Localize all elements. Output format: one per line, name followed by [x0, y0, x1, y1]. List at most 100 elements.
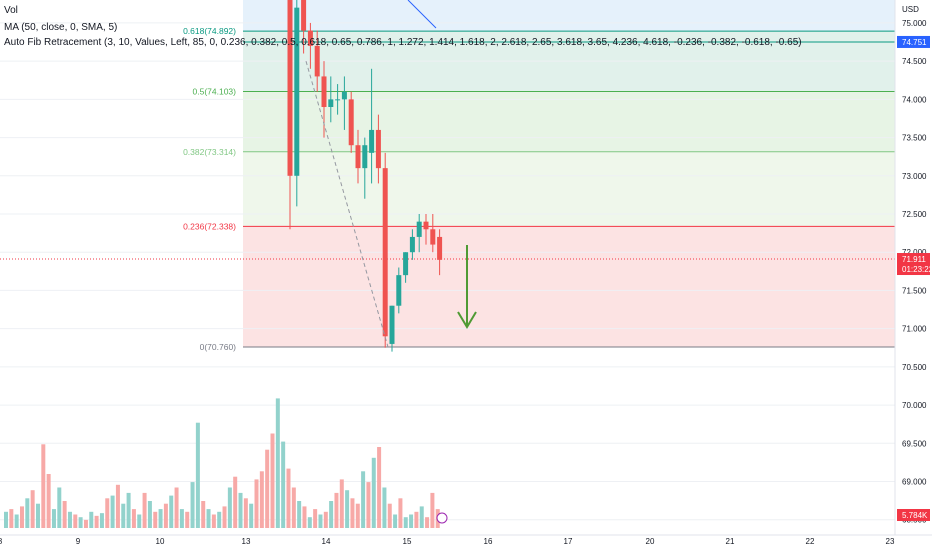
price-axis: USD 75.000 74.500 74.000 73.500 73.000 72.500 7…	[894, 0, 932, 535]
candle-body	[403, 252, 409, 276]
price-tick: 69.000	[902, 478, 927, 487]
volume-bar	[217, 511, 222, 528]
volume-bar	[179, 509, 184, 528]
legend-ma[interactable]: MA (50, close, 0, SMA, 5)	[4, 22, 118, 33]
price-tick: 69.500	[902, 439, 927, 448]
volume-bar	[99, 513, 104, 528]
zigzag-line	[305, 61, 389, 348]
volume-bar	[94, 515, 99, 528]
volume-bar	[414, 511, 419, 528]
volume-bar	[83, 519, 88, 528]
candle-body	[409, 236, 415, 253]
volume-bar	[265, 449, 270, 528]
arrow-head	[457, 311, 477, 329]
fib-band	[243, 151, 895, 227]
price-tick: 73.000	[902, 172, 927, 181]
volume-bar	[46, 474, 51, 528]
volume-bar	[19, 506, 24, 528]
volume-bar	[318, 514, 323, 528]
volume-bar	[307, 517, 312, 528]
volume-bar	[393, 514, 398, 528]
price-tick: 72.000	[902, 248, 927, 257]
volume-bar	[313, 509, 318, 528]
time-tick: 8	[0, 537, 3, 546]
volume-bar	[371, 457, 376, 528]
candle-body	[341, 91, 347, 100]
volume-bar	[339, 479, 344, 528]
volume-bar	[9, 509, 14, 528]
time-tick: 15	[403, 537, 412, 546]
volume-bar	[249, 503, 254, 528]
candle-body	[294, 7, 300, 176]
last-price-value: 71.911	[902, 255, 926, 264]
candle-body	[396, 275, 402, 306]
volume-bar	[142, 492, 147, 528]
volume-bar	[30, 490, 35, 528]
legend-fib[interactable]: Auto Fib Retracement (3, 10, Values, Lef…	[4, 37, 802, 48]
volume-bar	[89, 511, 94, 528]
volume-bar	[361, 471, 366, 528]
volume-bar	[4, 511, 8, 528]
candle-body	[362, 145, 368, 169]
fib-band-top	[243, 0, 895, 32]
fib-label: 0.618(74.892)	[183, 26, 236, 36]
volume-bar	[398, 498, 403, 528]
volume-bar	[163, 503, 168, 528]
volume-bar	[78, 517, 83, 528]
candle-body	[328, 99, 334, 107]
volume-bar	[211, 514, 216, 528]
volume-bar	[190, 482, 195, 528]
time-tick: 9	[76, 537, 81, 546]
price-tick: 71.500	[902, 286, 927, 295]
trend-line	[407, 0, 437, 29]
volume-bar	[275, 398, 280, 528]
lightning-icon	[436, 512, 448, 524]
time-tick: 22	[806, 537, 815, 546]
volume-bar	[169, 495, 174, 528]
volume-bar	[222, 506, 227, 528]
volume-badge	[897, 509, 930, 521]
volume-bar	[137, 514, 142, 528]
fib-band	[243, 226, 895, 347]
candle-body	[382, 168, 388, 337]
volume-bar	[233, 476, 238, 528]
fib-label: 0.5(74.103)	[193, 86, 237, 96]
volume-bar	[238, 492, 243, 528]
candle-body	[369, 129, 375, 153]
candle-body	[314, 45, 320, 77]
time-tick: 17	[564, 537, 573, 546]
price-tick: 70.000	[902, 401, 927, 410]
volume-bar	[281, 441, 286, 528]
volume-bar	[297, 501, 302, 528]
volume-bar	[115, 484, 120, 528]
time-tick: 21	[726, 537, 735, 546]
volume-bar	[345, 490, 350, 528]
fib-top-badge	[897, 35, 930, 48]
candle-body	[389, 305, 395, 344]
last-price-countdown: 01:23:22	[902, 265, 932, 274]
candle-body	[301, 0, 307, 31]
fib-lines: 0(70.760) 0.236(72.338) 0.382(73.314) 0.5(7…	[0, 26, 895, 352]
fib-label: 0.236(72.338)	[183, 221, 236, 231]
volume-bar	[254, 479, 259, 528]
time-tick: 14	[322, 537, 331, 546]
volume-bar	[126, 492, 131, 528]
legend-vol[interactable]: Vol	[4, 5, 18, 16]
candle-body	[430, 229, 436, 245]
volume-bar	[323, 511, 328, 528]
volume-bar	[35, 503, 40, 528]
volume-bar	[14, 514, 19, 528]
volume-bar	[387, 503, 392, 528]
time-axis: 8 9 10 13 14 15 16 17 20 21 22 23	[0, 534, 932, 546]
candle-body	[348, 99, 354, 146]
volume-bar	[270, 433, 275, 528]
volume-bar	[57, 487, 62, 528]
volume-bar	[334, 492, 339, 528]
fib-label: 0(70.760)	[200, 342, 237, 352]
volume-bar	[25, 498, 30, 528]
fib-bands	[243, 0, 895, 347]
time-tick: 20	[646, 537, 655, 546]
candle-body	[321, 76, 327, 107]
volume-bar	[291, 487, 296, 528]
